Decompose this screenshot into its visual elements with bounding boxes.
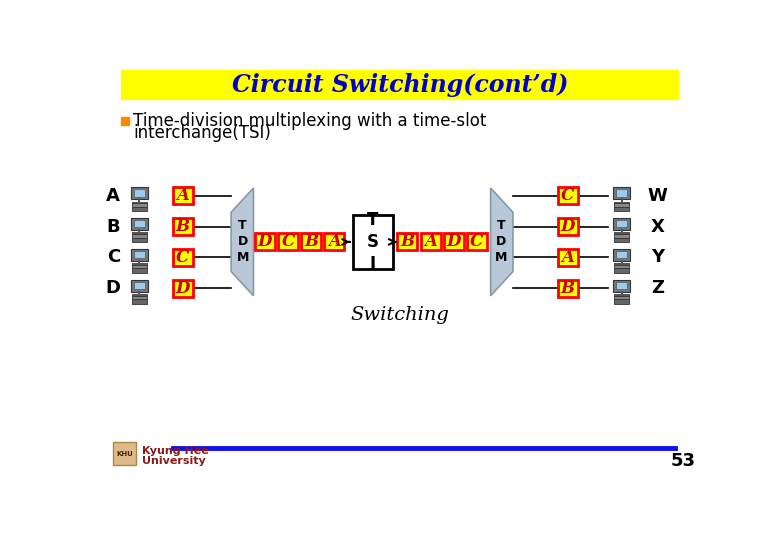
FancyBboxPatch shape (133, 251, 146, 258)
Text: Y: Y (651, 248, 665, 266)
FancyBboxPatch shape (613, 218, 629, 230)
FancyBboxPatch shape (131, 280, 147, 292)
FancyBboxPatch shape (132, 296, 147, 299)
Text: C: C (107, 248, 120, 266)
FancyBboxPatch shape (132, 238, 147, 242)
FancyBboxPatch shape (613, 280, 629, 292)
FancyBboxPatch shape (172, 249, 193, 266)
Text: B: B (176, 218, 190, 235)
FancyBboxPatch shape (614, 238, 629, 242)
FancyBboxPatch shape (613, 249, 629, 261)
FancyBboxPatch shape (121, 117, 129, 125)
FancyBboxPatch shape (420, 233, 441, 251)
FancyBboxPatch shape (132, 265, 147, 268)
Text: Switching: Switching (350, 306, 449, 324)
FancyBboxPatch shape (444, 233, 463, 251)
Text: W: W (647, 187, 668, 205)
Text: 53: 53 (671, 453, 696, 470)
FancyBboxPatch shape (558, 249, 578, 266)
FancyBboxPatch shape (121, 70, 679, 99)
FancyBboxPatch shape (466, 233, 487, 251)
FancyBboxPatch shape (172, 187, 193, 204)
FancyBboxPatch shape (301, 233, 321, 251)
FancyBboxPatch shape (172, 280, 193, 296)
Text: T
D
M: T D M (236, 219, 249, 265)
FancyBboxPatch shape (131, 187, 147, 199)
Text: B: B (561, 280, 575, 296)
Polygon shape (491, 188, 513, 296)
FancyBboxPatch shape (131, 249, 147, 261)
FancyBboxPatch shape (615, 220, 627, 227)
FancyBboxPatch shape (132, 234, 147, 238)
FancyBboxPatch shape (614, 265, 629, 268)
Text: B: B (400, 233, 414, 251)
Text: University: University (142, 456, 206, 465)
FancyBboxPatch shape (172, 218, 193, 235)
Text: A: A (106, 187, 120, 205)
Text: A: A (561, 249, 574, 266)
Text: KHU: KHU (116, 451, 133, 457)
Text: T
D
M: T D M (495, 219, 508, 265)
Text: B: B (304, 233, 318, 251)
FancyBboxPatch shape (132, 204, 147, 207)
FancyBboxPatch shape (353, 215, 393, 269)
FancyBboxPatch shape (614, 268, 629, 273)
Text: C: C (282, 233, 295, 251)
Text: T
S
I: T S I (367, 211, 379, 273)
Text: D: D (560, 218, 575, 235)
FancyBboxPatch shape (615, 251, 627, 258)
Text: D: D (106, 279, 121, 297)
FancyBboxPatch shape (558, 280, 578, 296)
FancyBboxPatch shape (278, 233, 298, 251)
Text: A: A (328, 233, 341, 251)
Text: D: D (176, 280, 190, 296)
FancyBboxPatch shape (255, 233, 275, 251)
Text: D: D (446, 233, 461, 251)
FancyBboxPatch shape (614, 204, 629, 207)
FancyBboxPatch shape (324, 233, 344, 251)
FancyBboxPatch shape (613, 187, 629, 199)
FancyBboxPatch shape (132, 299, 147, 303)
FancyBboxPatch shape (133, 190, 146, 197)
FancyBboxPatch shape (615, 282, 627, 289)
FancyBboxPatch shape (615, 190, 627, 197)
Text: Circuit Switching(cont’d): Circuit Switching(cont’d) (232, 73, 568, 97)
Text: B: B (107, 218, 120, 235)
Text: interchange(TSI): interchange(TSI) (133, 124, 271, 141)
Text: Time-division multiplexing with a time-slot: Time-division multiplexing with a time-s… (133, 112, 487, 130)
Text: Z: Z (651, 279, 664, 297)
Text: C: C (470, 233, 484, 251)
FancyBboxPatch shape (614, 234, 629, 238)
Polygon shape (231, 188, 254, 296)
Text: Kyung Hee: Kyung Hee (142, 447, 208, 456)
FancyBboxPatch shape (558, 218, 578, 235)
FancyBboxPatch shape (558, 187, 578, 204)
FancyBboxPatch shape (398, 233, 417, 251)
Text: D: D (258, 233, 272, 251)
Text: A: A (176, 187, 189, 204)
FancyBboxPatch shape (614, 207, 629, 211)
FancyBboxPatch shape (131, 218, 147, 230)
Text: A: A (424, 233, 437, 251)
FancyBboxPatch shape (133, 220, 146, 227)
FancyBboxPatch shape (133, 282, 146, 289)
FancyBboxPatch shape (132, 268, 147, 273)
FancyBboxPatch shape (132, 207, 147, 211)
Text: C: C (561, 187, 574, 204)
FancyBboxPatch shape (614, 296, 629, 299)
FancyBboxPatch shape (113, 442, 136, 465)
Text: X: X (651, 218, 665, 235)
Text: C: C (176, 249, 190, 266)
FancyBboxPatch shape (614, 299, 629, 303)
